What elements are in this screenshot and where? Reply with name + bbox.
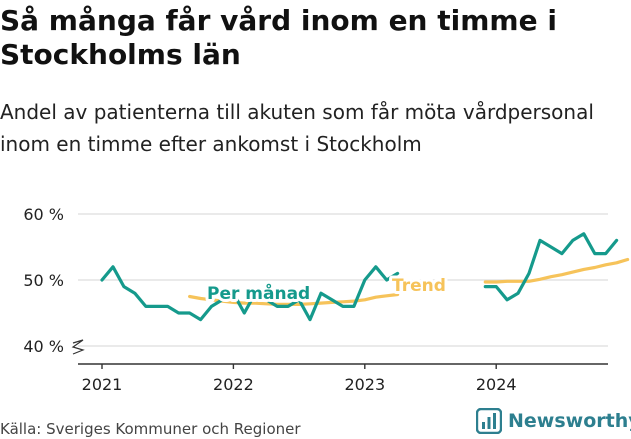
series-label-per-manad: Per månad — [207, 282, 310, 304]
series-label-trend: Trend — [392, 276, 446, 296]
x-tick-label: 2022 — [213, 375, 254, 394]
y-tick-label: 60 % — [23, 205, 64, 224]
series-line-per-manad — [100, 232, 619, 322]
newsworthy-logo: Newsworthy — [476, 405, 631, 437]
logo-text: Newsworthy — [508, 410, 631, 432]
line-chart: 40 % 50 % 60 % 2021 2022 2023 2024 Per månad Tre… — [23, 205, 630, 394]
axis-break-mark — [71, 339, 85, 355]
chart-subtitle: Andel av patienterna till akuten som får… — [0, 100, 594, 156]
x-tick-label: 2023 — [344, 375, 385, 394]
newsworthy-logo-icon — [476, 408, 502, 434]
y-tick-label: 40 % — [23, 337, 64, 356]
y-tick-label: 50 % — [23, 271, 64, 290]
x-tick-label: 2024 — [476, 375, 517, 394]
x-tick-label: 2021 — [82, 375, 123, 394]
chart-title: Så många får vård inom en timme i Stockh… — [0, 4, 557, 71]
source-note: Källa: Sveriges Kommuner och Regioner — [0, 420, 301, 438]
